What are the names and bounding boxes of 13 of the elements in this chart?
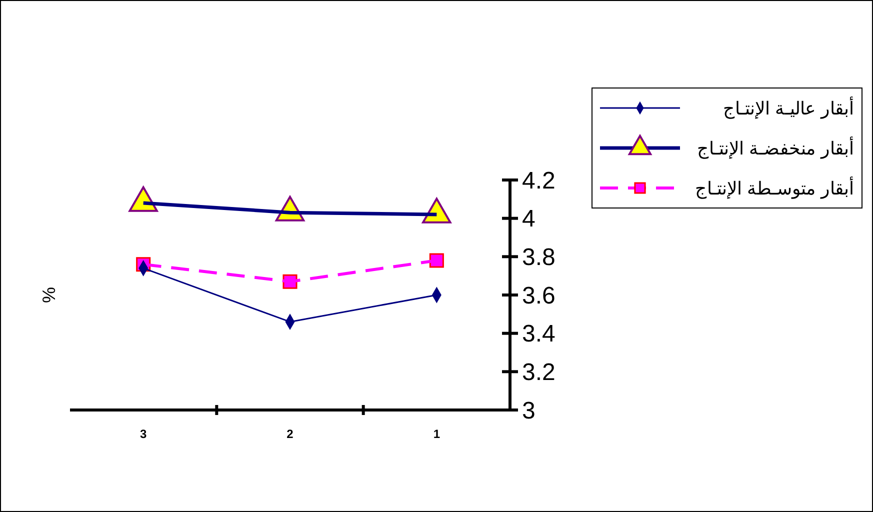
y-axis-title: % [39,286,59,304]
x-tick-label: 3 [140,427,147,441]
y-tick-label: 3.4 [522,320,556,348]
legend-label: أبقار متوسـطة الإنتـاج [694,176,854,200]
y-tick-label: 3.2 [522,359,556,386]
y-tick-label: 4 [522,206,536,233]
y-tick-label: 4.2 [522,167,556,194]
y-tick-label: 3.8 [522,244,556,272]
x-tick-label: 1 [433,427,440,441]
x-tick-label: 2 [286,427,294,441]
legend-label: أبقار عاليـة الإنتـاج [722,96,854,120]
legend-label: أبقار منخفضـة الإنتـاج [696,136,854,160]
y-tick-label: 3.6 [522,282,556,310]
